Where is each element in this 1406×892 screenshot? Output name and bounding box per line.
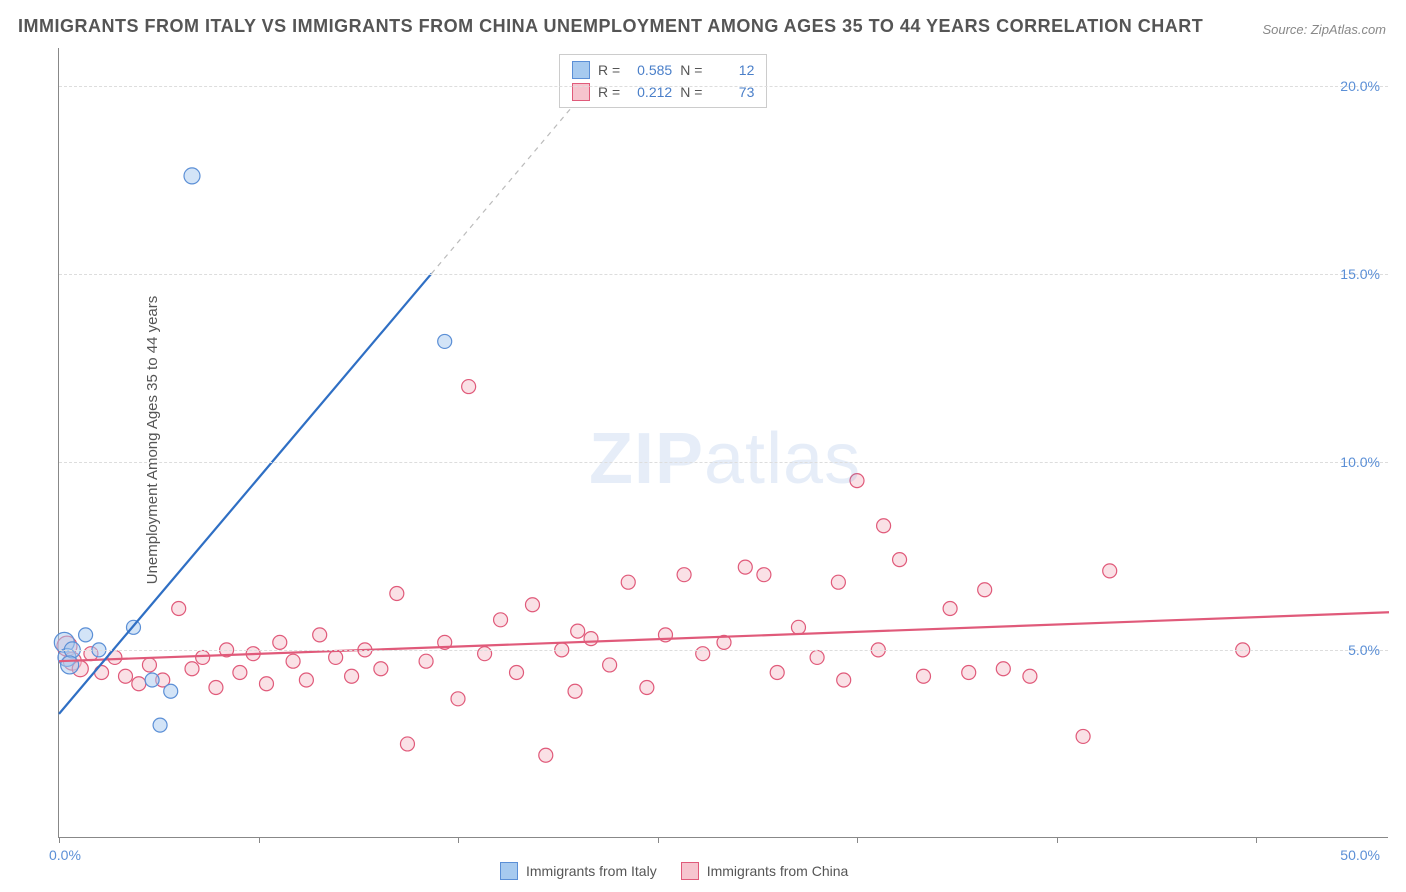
data-point xyxy=(185,662,199,676)
y-tick-label: 20.0% xyxy=(1340,78,1380,94)
data-point xyxy=(510,665,524,679)
legend-row-china: R = 0.212 N = 73 xyxy=(560,81,766,103)
data-point xyxy=(621,575,635,589)
data-point xyxy=(419,654,433,668)
x-tick-max: 50.0% xyxy=(1340,847,1380,863)
data-point xyxy=(286,654,300,668)
x-tick-min: 0.0% xyxy=(49,847,81,863)
x-tick-mark xyxy=(59,837,60,843)
r-value-italy: 0.585 xyxy=(628,62,672,78)
y-tick-label: 5.0% xyxy=(1348,642,1380,658)
n-value-italy: 12 xyxy=(710,62,754,78)
data-point xyxy=(603,658,617,672)
data-point xyxy=(95,665,109,679)
data-point xyxy=(996,662,1010,676)
data-point xyxy=(313,628,327,642)
data-point xyxy=(757,568,771,582)
data-point xyxy=(917,669,931,683)
data-point xyxy=(462,380,476,394)
x-tick-mark xyxy=(1057,837,1058,843)
data-point xyxy=(877,519,891,533)
data-point xyxy=(539,748,553,762)
x-tick-mark xyxy=(259,837,260,843)
data-point xyxy=(791,620,805,634)
data-point xyxy=(640,681,654,695)
gridline xyxy=(59,462,1388,463)
r-label: R = xyxy=(598,62,620,78)
data-point xyxy=(571,624,585,638)
data-point xyxy=(299,673,313,687)
data-point xyxy=(233,665,247,679)
data-point xyxy=(584,632,598,646)
data-point xyxy=(119,669,133,683)
swatch-china-icon xyxy=(681,862,699,880)
legend-correlation: R = 0.585 N = 12 R = 0.212 N = 73 xyxy=(559,54,767,108)
data-point xyxy=(893,553,907,567)
data-point xyxy=(1023,669,1037,683)
data-point xyxy=(943,602,957,616)
data-point xyxy=(142,658,156,672)
legend-label-china: Immigrants from China xyxy=(707,863,849,879)
data-point xyxy=(345,669,359,683)
scatter-svg xyxy=(59,48,1388,837)
data-point xyxy=(400,737,414,751)
x-tick-mark xyxy=(1256,837,1257,843)
data-point xyxy=(696,647,710,661)
data-point xyxy=(525,598,539,612)
data-point xyxy=(677,568,691,582)
x-tick-mark xyxy=(857,837,858,843)
chart-title: IMMIGRANTS FROM ITALY VS IMMIGRANTS FROM… xyxy=(18,16,1203,37)
data-point xyxy=(374,662,388,676)
data-point xyxy=(810,650,824,664)
data-point xyxy=(438,334,452,348)
data-point xyxy=(153,718,167,732)
data-point xyxy=(837,673,851,687)
data-point xyxy=(209,681,223,695)
data-point xyxy=(831,575,845,589)
data-point xyxy=(1103,564,1117,578)
legend-series: Immigrants from Italy Immigrants from Ch… xyxy=(500,862,848,880)
gridline xyxy=(59,274,1388,275)
data-point xyxy=(850,474,864,488)
data-point xyxy=(494,613,508,627)
data-point xyxy=(978,583,992,597)
data-point xyxy=(962,665,976,679)
data-point xyxy=(451,692,465,706)
data-point xyxy=(478,647,492,661)
data-point xyxy=(1076,729,1090,743)
x-tick-mark xyxy=(458,837,459,843)
chart-source: Source: ZipAtlas.com xyxy=(1262,22,1386,37)
legend-row-italy: R = 0.585 N = 12 xyxy=(560,59,766,81)
legend-label-italy: Immigrants from Italy xyxy=(526,863,657,879)
data-point xyxy=(172,602,186,616)
y-tick-label: 15.0% xyxy=(1340,266,1380,282)
data-point xyxy=(184,168,200,184)
data-point xyxy=(329,650,343,664)
legend-item-china: Immigrants from China xyxy=(681,862,849,880)
data-point xyxy=(164,684,178,698)
data-point xyxy=(568,684,582,698)
n-label: N = xyxy=(680,62,702,78)
data-point xyxy=(79,628,93,642)
data-point xyxy=(145,673,159,687)
data-point xyxy=(196,650,210,664)
data-point xyxy=(273,635,287,649)
data-point xyxy=(390,586,404,600)
plot-area: ZIPatlas R = 0.585 N = 12 R = 0.212 N = … xyxy=(58,48,1388,838)
gridline xyxy=(59,86,1388,87)
trend-line-china xyxy=(59,612,1389,661)
swatch-italy-icon xyxy=(500,862,518,880)
y-tick-label: 10.0% xyxy=(1340,454,1380,470)
gridline xyxy=(59,650,1388,651)
data-point xyxy=(770,665,784,679)
trend-line-italy xyxy=(59,274,431,714)
data-point xyxy=(61,656,79,674)
data-point xyxy=(259,677,273,691)
data-point xyxy=(738,560,752,574)
x-tick-mark xyxy=(658,837,659,843)
legend-item-italy: Immigrants from Italy xyxy=(500,862,657,880)
swatch-italy-icon xyxy=(572,61,590,79)
data-point xyxy=(132,677,146,691)
